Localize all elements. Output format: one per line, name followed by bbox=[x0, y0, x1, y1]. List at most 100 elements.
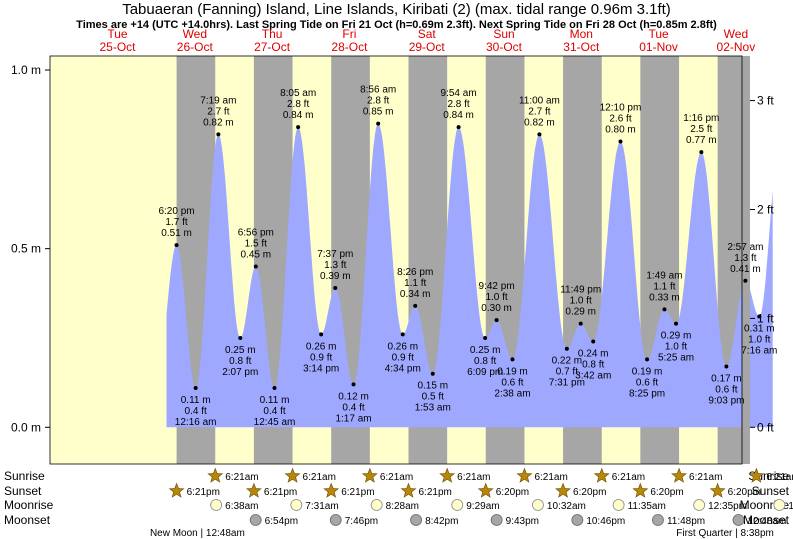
moonrise-time: 9:29am bbox=[466, 501, 499, 512]
tide-point bbox=[319, 332, 324, 337]
y-tick-label-right: 1 ft bbox=[757, 311, 774, 325]
day-date: 25-Oct bbox=[99, 40, 136, 54]
tide-metre-label: 0.80 m bbox=[605, 124, 636, 135]
sunrise-icon bbox=[207, 467, 224, 483]
row-label-sunset: Sunset bbox=[4, 484, 42, 498]
day-date: 26-Oct bbox=[177, 40, 214, 54]
tide-metre-label: 0.11 m bbox=[260, 395, 290, 406]
tide-time-label: 11:49 pm bbox=[560, 285, 601, 296]
sunrise-time: 6:21am bbox=[457, 472, 490, 483]
tide-point bbox=[757, 314, 762, 319]
tide-time-label: 2:38 am bbox=[494, 388, 530, 399]
tide-metre-label: 0.51 m bbox=[161, 228, 192, 239]
moon-phase-label: New Moon | 12:48am bbox=[150, 528, 245, 539]
day-name: Mon bbox=[570, 27, 593, 41]
moonset-time: 8:42pm bbox=[425, 516, 458, 527]
moonrise-time: 7:31am bbox=[305, 501, 338, 512]
tide-feet-label: 0.5 ft bbox=[422, 392, 444, 403]
tide-point bbox=[351, 382, 356, 387]
tide-point bbox=[400, 332, 405, 337]
sunset-icon bbox=[246, 482, 262, 498]
moonrise-icon bbox=[290, 499, 303, 511]
tide-time-label: 7:19 am bbox=[200, 95, 236, 106]
tide-metre-label: 0.77 m bbox=[686, 135, 717, 146]
tide-feet-label: 0.6 ft bbox=[715, 385, 737, 396]
tide-point bbox=[413, 303, 418, 308]
tide-metre-label: 0.15 m bbox=[417, 381, 448, 392]
tide-metre-label: 0.41 m bbox=[730, 264, 761, 275]
tide-time-label: 5:25 am bbox=[658, 353, 694, 364]
moonset-icon bbox=[490, 514, 503, 526]
moonrise-icon bbox=[773, 499, 786, 511]
chart-title: Tabuaeran (Fanning) Island, Line Islands… bbox=[122, 1, 671, 18]
tide-feet-label: 0.8 ft bbox=[474, 356, 496, 367]
tide-point bbox=[724, 364, 729, 369]
tide-time-label: 2:57 am bbox=[727, 242, 763, 253]
tide-time-label: 12:16 am bbox=[175, 417, 217, 428]
tide-feet-label: 2.5 ft bbox=[690, 124, 712, 135]
tide-time-label: 7:16 am bbox=[741, 346, 777, 357]
tide-point bbox=[238, 335, 243, 340]
tide-metre-label: 0.19 m bbox=[632, 366, 663, 377]
day-name: Sun bbox=[493, 27, 514, 41]
tide-point bbox=[537, 132, 542, 137]
y-tick-label-left: 0.5 m bbox=[11, 242, 41, 256]
row-label-moonrise: Moonrise bbox=[4, 498, 54, 512]
moonset-time: 6:54pm bbox=[265, 516, 298, 527]
tide-metre-label: 0.84 m bbox=[443, 110, 474, 121]
moonset-time: 12:48am bbox=[747, 516, 786, 527]
tide-point bbox=[564, 346, 569, 351]
sunrise-icon bbox=[748, 467, 765, 483]
sunset-time: 6:21pm bbox=[264, 487, 297, 498]
moonset-icon bbox=[249, 514, 262, 526]
plot-frame bbox=[49, 55, 743, 465]
tide-time-label: 1:49 am bbox=[646, 270, 682, 281]
day-date: 31-Oct bbox=[563, 40, 600, 54]
tide-point bbox=[483, 335, 488, 340]
sunrise-time: 6:21am bbox=[225, 472, 258, 483]
y-tick-label-left: 1.0 m bbox=[11, 63, 41, 77]
tide-metre-label: 0.84 m bbox=[283, 110, 314, 121]
moonset-icon bbox=[410, 514, 422, 526]
moonset-icon bbox=[652, 514, 664, 526]
moonrise-icon bbox=[612, 499, 625, 511]
moonrise-time: 11:35am bbox=[628, 501, 666, 512]
tide-metre-label: 0.30 m bbox=[481, 303, 512, 314]
tide-feet-label: 2.6 ft bbox=[609, 113, 631, 124]
tide-point bbox=[645, 357, 650, 362]
tide-metre-label: 0.34 m bbox=[400, 289, 431, 300]
tide-time-label: 2:07 pm bbox=[222, 367, 258, 378]
day-date: 30-Oct bbox=[486, 40, 523, 54]
tide-feet-label: 2.8 ft bbox=[287, 99, 309, 110]
sunset-icon bbox=[709, 482, 726, 498]
tide-point bbox=[216, 132, 221, 137]
tide-time-label: 4:34 pm bbox=[385, 363, 421, 374]
tide-point bbox=[494, 318, 499, 323]
tide-point bbox=[272, 385, 277, 390]
row-label-sunset-right: Sunset bbox=[752, 484, 790, 498]
tide-point bbox=[578, 321, 583, 326]
day-name: Wed bbox=[183, 27, 207, 41]
moonrise-time: 6:38am bbox=[225, 501, 258, 512]
tide-metre-label: 0.12 m bbox=[338, 391, 369, 402]
moonset-icon bbox=[329, 514, 342, 526]
tide-feet-label: 2.7 ft bbox=[207, 106, 229, 117]
sunset-time: 6:21pm bbox=[187, 487, 220, 498]
day-date: 01-Nov bbox=[639, 40, 678, 54]
tide-point bbox=[618, 139, 623, 144]
tide-point bbox=[430, 371, 435, 376]
tide-feet-label: 0.4 ft bbox=[185, 406, 207, 417]
tide-feet-label: 0.8 ft bbox=[582, 360, 604, 371]
sunset-time: 6:21pm bbox=[341, 487, 374, 498]
tide-time-label: 7:37 pm bbox=[317, 249, 353, 260]
moonrise-icon bbox=[370, 499, 383, 511]
tide-time-label: 8:56 am bbox=[360, 85, 396, 96]
y-tick-label-left: 0.0 m bbox=[11, 420, 41, 434]
tide-point bbox=[193, 385, 198, 390]
tide-metre-label: 0.45 m bbox=[240, 250, 271, 261]
tide-feet-label: 1.5 ft bbox=[245, 239, 267, 250]
moonset-time: 10:46pm bbox=[586, 516, 625, 527]
tide-feet-label: 0.4 ft bbox=[263, 406, 285, 417]
tide-metre-label: 0.85 m bbox=[363, 107, 394, 118]
sunrise-time: 6:21am bbox=[534, 472, 567, 483]
